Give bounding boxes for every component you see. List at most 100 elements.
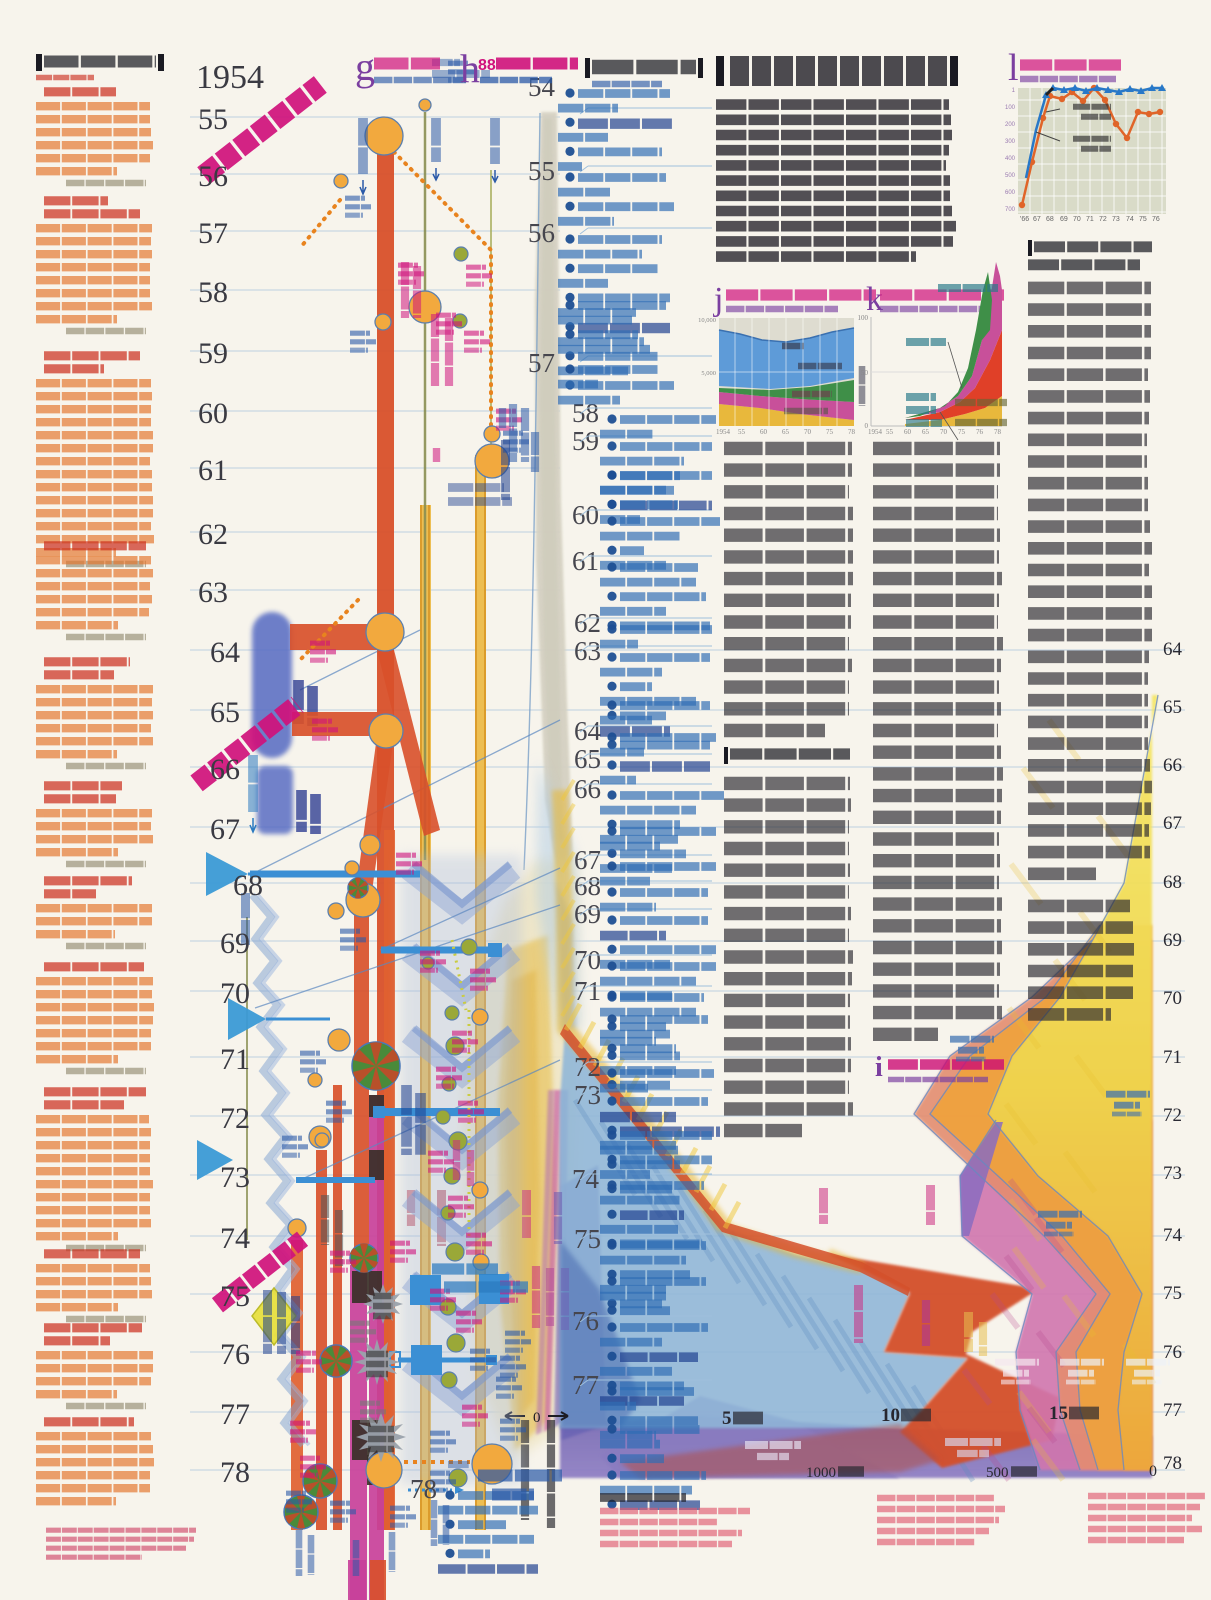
svg-text:70: 70 <box>574 945 601 975</box>
svg-text:60: 60 <box>760 428 768 436</box>
svg-text:78: 78 <box>994 428 1002 436</box>
svg-text:15: 15 <box>1049 1403 1068 1424</box>
svg-text:75: 75 <box>1163 1283 1182 1304</box>
svg-text:56: 56 <box>198 160 228 193</box>
svg-text:55: 55 <box>738 428 746 436</box>
svg-text:1954: 1954 <box>716 428 731 436</box>
svg-text:66: 66 <box>574 774 601 804</box>
svg-text:78: 78 <box>848 428 856 436</box>
svg-text:71: 71 <box>1163 1047 1182 1068</box>
svg-text:0: 0 <box>1149 1463 1157 1480</box>
svg-text:70: 70 <box>1073 216 1081 223</box>
svg-text:75: 75 <box>574 1224 601 1254</box>
svg-text:74: 74 <box>572 1164 600 1194</box>
svg-text:76: 76 <box>220 1338 250 1371</box>
svg-text:57: 57 <box>198 217 228 250</box>
svg-text:64: 64 <box>1163 639 1183 660</box>
svg-text:63: 63 <box>198 576 228 609</box>
svg-text:'66: '66 <box>1020 216 1029 223</box>
svg-text:100: 100 <box>858 314 869 322</box>
svg-text:72: 72 <box>220 1102 250 1135</box>
svg-text:50: 50 <box>861 369 869 377</box>
svg-text:61: 61 <box>572 546 599 576</box>
svg-text:300: 300 <box>1005 139 1016 145</box>
svg-text:72: 72 <box>1099 216 1107 223</box>
svg-text:73: 73 <box>220 1161 250 1194</box>
svg-text:73: 73 <box>1163 1163 1182 1184</box>
svg-text:0: 0 <box>533 1410 541 1426</box>
svg-text:68: 68 <box>574 871 601 901</box>
svg-text:70: 70 <box>1163 988 1182 1009</box>
svg-text:h: h <box>460 46 480 91</box>
svg-text:70: 70 <box>804 428 812 436</box>
svg-text:75: 75 <box>1139 216 1147 223</box>
svg-text:74: 74 <box>220 1222 250 1255</box>
svg-text:1954: 1954 <box>196 59 264 96</box>
svg-text:76: 76 <box>1152 216 1160 223</box>
svg-text:77: 77 <box>1163 1400 1182 1421</box>
svg-text:55: 55 <box>198 103 228 136</box>
svg-text:64: 64 <box>210 636 240 669</box>
svg-text:76: 76 <box>1163 1342 1182 1363</box>
svg-text:59: 59 <box>572 426 599 456</box>
svg-text:64: 64 <box>574 716 602 746</box>
svg-text:74: 74 <box>1163 1225 1183 1246</box>
svg-text:10,000: 10,000 <box>698 317 716 324</box>
svg-text:65: 65 <box>574 744 601 774</box>
svg-text:700: 700 <box>1005 207 1016 213</box>
svg-text:62: 62 <box>198 518 228 551</box>
svg-text:68: 68 <box>1046 216 1054 223</box>
svg-text:k: k <box>866 281 883 318</box>
svg-text:54: 54 <box>528 72 556 102</box>
svg-text:1: 1 <box>1012 88 1016 94</box>
svg-text:67: 67 <box>1163 813 1182 834</box>
svg-text:0: 0 <box>865 422 869 430</box>
svg-text:60: 60 <box>198 397 228 430</box>
svg-text:78: 78 <box>410 1474 437 1504</box>
svg-text:5: 5 <box>722 1408 732 1429</box>
svg-text:500: 500 <box>1005 173 1016 179</box>
svg-text:67: 67 <box>574 845 601 875</box>
svg-text:69: 69 <box>574 899 601 929</box>
svg-text:71: 71 <box>1086 216 1094 223</box>
svg-text:69: 69 <box>220 927 250 960</box>
svg-text:5,000: 5,000 <box>701 370 716 377</box>
svg-text:70: 70 <box>940 428 948 436</box>
svg-text:66: 66 <box>210 753 240 786</box>
svg-text:56: 56 <box>528 218 555 248</box>
svg-text:500: 500 <box>986 1465 1009 1481</box>
svg-text:78: 78 <box>220 1456 250 1489</box>
svg-text:1954: 1954 <box>868 428 883 436</box>
svg-text:75: 75 <box>220 1280 250 1313</box>
svg-text:i: i <box>875 1052 883 1083</box>
svg-text:68: 68 <box>1163 872 1182 893</box>
svg-text:75: 75 <box>826 428 834 436</box>
svg-text:67: 67 <box>1033 216 1041 223</box>
svg-text:100: 100 <box>1005 105 1016 111</box>
svg-text:55: 55 <box>886 428 894 436</box>
svg-text:70: 70 <box>220 977 250 1010</box>
svg-text:73: 73 <box>574 1080 601 1110</box>
svg-text:63: 63 <box>574 636 601 666</box>
svg-text:10: 10 <box>881 1405 900 1426</box>
svg-text:72: 72 <box>574 1052 601 1082</box>
svg-text:69: 69 <box>1163 930 1182 951</box>
svg-text:76: 76 <box>976 428 984 436</box>
svg-text:60: 60 <box>904 428 912 436</box>
svg-text:61: 61 <box>198 454 228 487</box>
svg-text:71: 71 <box>574 976 601 1006</box>
svg-text:77: 77 <box>220 1398 250 1431</box>
svg-text:76: 76 <box>572 1306 599 1336</box>
svg-text:62: 62 <box>574 608 601 638</box>
svg-text:69: 69 <box>1060 216 1068 223</box>
svg-text:73: 73 <box>1112 216 1120 223</box>
svg-text:600: 600 <box>1005 190 1016 196</box>
svg-text:77: 77 <box>572 1370 599 1400</box>
svg-text:74: 74 <box>1126 216 1134 223</box>
svg-text:1000: 1000 <box>806 1465 836 1481</box>
svg-text:67: 67 <box>210 813 240 846</box>
svg-text:59: 59 <box>198 337 228 370</box>
svg-text:57: 57 <box>528 348 555 378</box>
svg-text:200: 200 <box>1005 122 1016 128</box>
svg-text:l: l <box>1008 47 1019 89</box>
